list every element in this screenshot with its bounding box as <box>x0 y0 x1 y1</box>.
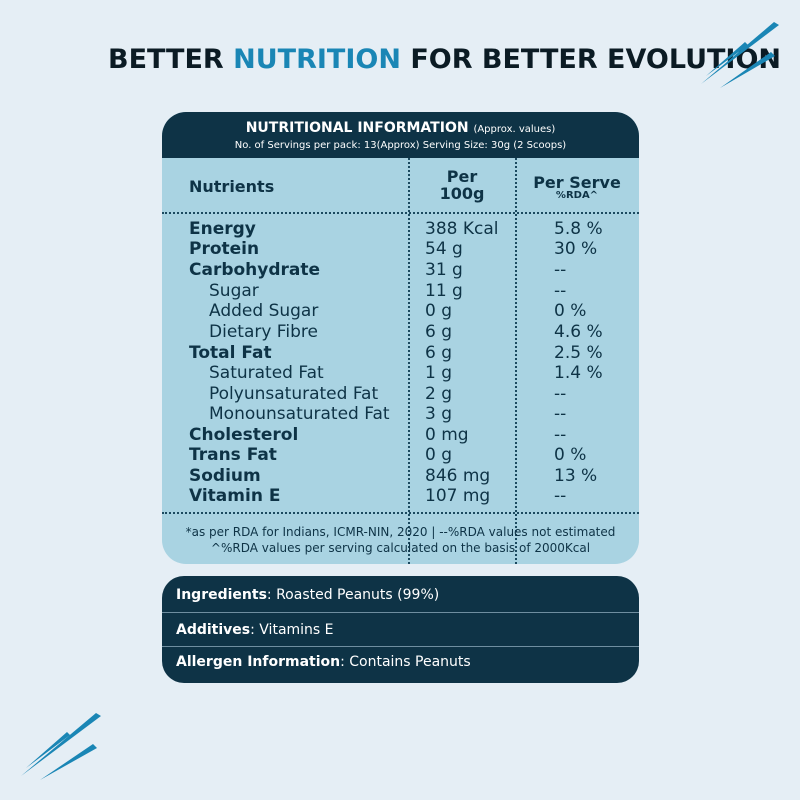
panel-header: NUTRITIONAL INFORMATION (Approx. values)… <box>162 112 639 158</box>
footnote-rda-basis: ^%RDA values per serving calculated on t… <box>210 541 591 555</box>
footnote-rda-source: *as per RDA for Indians, ICMR-NIN, 2020 … <box>185 525 616 539</box>
nutrient-name: Total Fat <box>189 343 272 363</box>
nutrient-rda: -- <box>554 404 567 424</box>
speed-streaks-icon <box>701 22 779 88</box>
col-header-per100-line2: 100g <box>439 184 485 203</box>
nutrient-row: Sodium 846 mg 13 % <box>162 466 639 486</box>
nutrient-row: Monounsaturated Fat 3 g -- <box>162 404 639 424</box>
nutrient-name: Saturated Fat <box>209 363 324 383</box>
header-divider <box>162 212 639 214</box>
nutrient-rda: 30 % <box>554 239 598 259</box>
nutrient-value: 1 g <box>425 363 453 383</box>
nutrient-value: 846 mg <box>425 466 491 486</box>
nutrient-value: 11 g <box>425 281 463 301</box>
panel-title-text: NUTRITIONAL INFORMATION <box>245 120 469 136</box>
col-header-per100-line1: Per <box>446 167 478 186</box>
column-divider <box>515 158 517 564</box>
allergen-value: : Contains Peanuts <box>340 654 471 670</box>
headline-part1: BETTER <box>108 44 234 75</box>
nutrient-name: Polyunsaturated Fat <box>209 384 379 404</box>
nutrient-name: Cholesterol <box>189 425 299 445</box>
col-header-per100: Per 100g <box>412 168 512 202</box>
nutrient-row: Protein 54 g 30 % <box>162 239 639 259</box>
nutrient-value: 0 g <box>425 445 453 465</box>
nutrient-value: 6 g <box>425 322 453 342</box>
additives-line: Additives: Vitamins E <box>176 622 334 638</box>
col-header-nutrients: Nutrients <box>189 177 275 196</box>
col-header-serve-line1: Per Serve <box>533 173 621 192</box>
panel-subtitle: No. of Servings per pack: 13(Approx) Ser… <box>234 140 567 151</box>
info-divider <box>162 646 639 647</box>
nutrient-rda: 2.5 % <box>554 343 603 363</box>
nutrient-row: Saturated Fat 1 g 1.4 % <box>162 363 639 383</box>
allergen-label: Allergen Information <box>176 654 341 670</box>
col-header-serve-rda: %RDA^ <box>555 190 599 201</box>
nutrient-name: Trans Fat <box>189 445 277 465</box>
nutrient-name: Carbohydrate <box>189 260 321 280</box>
nutrient-rda: -- <box>554 260 567 280</box>
footer-divider <box>162 512 639 514</box>
additives-value: : Vitamins E <box>250 622 334 638</box>
headline-accent: NUTRITION <box>233 44 401 75</box>
nutrient-row: Added Sugar 0 g 0 % <box>162 301 639 321</box>
nutrient-row: Energy 388 Kcal 5.8 % <box>162 219 639 239</box>
info-divider <box>162 612 639 613</box>
nutrient-value: 6 g <box>425 343 453 363</box>
nutrient-rda: -- <box>554 425 567 445</box>
ingredients-label: Ingredients <box>176 587 267 603</box>
col-header-serve: Per Serve %RDA^ <box>522 174 632 201</box>
allergen-line: Allergen Information: Contains Peanuts <box>176 654 471 670</box>
nutrient-rda: 13 % <box>554 466 598 486</box>
column-divider <box>408 158 410 564</box>
nutrient-value: 31 g <box>425 260 463 280</box>
ingredients-value: : Roasted Peanuts (99%) <box>266 587 440 603</box>
nutrient-name: Vitamin E <box>189 486 281 506</box>
nutrient-row: Carbohydrate 31 g -- <box>162 260 639 280</box>
nutrient-name: Energy <box>189 219 256 239</box>
nutrient-name: Monounsaturated Fat <box>209 404 390 424</box>
nutrient-rda: 5.8 % <box>554 219 603 239</box>
product-info-box: Ingredients: Roasted Peanuts (99%) Addit… <box>162 576 639 683</box>
speed-streaks-icon-bottom <box>21 713 101 780</box>
nutrient-name: Protein <box>189 239 260 259</box>
nutrient-row: Dietary Fibre 6 g 4.6 % <box>162 322 639 342</box>
nutrient-row: Polyunsaturated Fat 2 g -- <box>162 384 639 404</box>
nutrient-name: Sodium <box>189 466 261 486</box>
nutrient-value: 3 g <box>425 404 453 424</box>
panel-title-note: (Approx. values) <box>473 124 556 135</box>
nutrient-value: 0 g <box>425 301 453 321</box>
nutrient-name: Sugar <box>209 281 259 301</box>
nutrient-value: 2 g <box>425 384 453 404</box>
nutrient-rda: 4.6 % <box>554 322 603 342</box>
nutrient-row: Trans Fat 0 g 0 % <box>162 445 639 465</box>
additives-label: Additives <box>176 622 251 638</box>
nutrient-rda: -- <box>554 486 567 506</box>
nutrient-rda: -- <box>554 281 567 301</box>
ingredients-line: Ingredients: Roasted Peanuts (99%) <box>176 587 439 603</box>
nutrition-panel: NUTRITIONAL INFORMATION (Approx. values)… <box>162 112 639 564</box>
nutrient-value: 107 mg <box>425 486 491 506</box>
page-headline: BETTER NUTRITION FOR BETTER EVOLUTION <box>108 44 781 75</box>
nutrient-value: 0 mg <box>425 425 469 445</box>
nutrient-name: Added Sugar <box>209 301 319 321</box>
nutrient-row: Total Fat 6 g 2.5 % <box>162 343 639 363</box>
nutrient-row: Cholesterol 0 mg -- <box>162 425 639 445</box>
nutrient-rda: 0 % <box>554 301 587 321</box>
nutrient-row: Vitamin E 107 mg -- <box>162 486 639 506</box>
nutrient-value: 54 g <box>425 239 463 259</box>
nutrient-rda: -- <box>554 384 567 404</box>
nutrient-row: Sugar 11 g -- <box>162 281 639 301</box>
nutrient-rda: 1.4 % <box>554 363 603 383</box>
nutrient-rda: 0 % <box>554 445 587 465</box>
nutrient-value: 388 Kcal <box>425 219 499 239</box>
panel-title: NUTRITIONAL INFORMATION (Approx. values) <box>162 120 639 136</box>
nutrient-name: Dietary Fibre <box>209 322 318 342</box>
